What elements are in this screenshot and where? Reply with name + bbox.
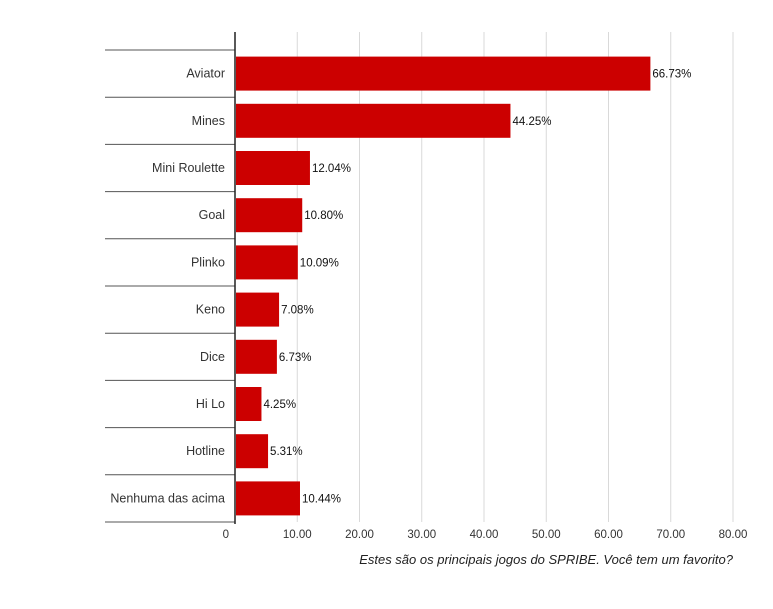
category-label: Hotline	[186, 444, 225, 458]
value-label: 10.80%	[304, 210, 343, 222]
x-tick-label: 0	[223, 529, 229, 541]
category-label: Plinko	[191, 255, 225, 269]
x-tick-label: 80.00	[719, 529, 748, 541]
category-labels: Aviator Mines Mini Roulette Goal Plinko Keno D…	[110, 67, 225, 506]
category-label: Dice	[200, 350, 225, 364]
category-label: Goal	[199, 208, 225, 222]
value-label: 4.25%	[263, 399, 296, 411]
bar	[236, 103, 511, 138]
category-label: Aviator	[186, 67, 225, 81]
x-tick-label: 50.00	[532, 529, 561, 541]
row-dividers	[105, 49, 235, 523]
category-label: Mini Roulette	[152, 161, 225, 175]
x-tick-label: 70.00	[656, 529, 685, 541]
value-label: 6.73%	[279, 352, 312, 364]
x-tick-labels: 0 10.00 20.00 30.00 40.00 50.00 60.00 70.00 80.0…	[223, 529, 748, 541]
value-label: 12.04%	[312, 163, 351, 175]
bar	[236, 292, 280, 327]
value-label: 66.73%	[652, 69, 691, 81]
value-label: 7.08%	[281, 305, 314, 317]
bar	[236, 481, 300, 516]
category-label: Nenhuma das acima	[110, 491, 225, 505]
value-label: 10.44%	[302, 493, 341, 505]
bar	[236, 434, 269, 469]
bars	[236, 56, 651, 516]
chart-caption: Estes são os principais jogos do SPRIBE.…	[359, 552, 734, 567]
x-tick-label: 60.00	[594, 529, 623, 541]
bar	[236, 56, 651, 91]
value-label: 5.31%	[270, 446, 303, 458]
bar	[236, 339, 277, 374]
value-label: 10.09%	[300, 257, 339, 269]
bar	[236, 387, 262, 421]
x-tick-label: 30.00	[407, 529, 436, 541]
x-tick-label: 20.00	[345, 529, 374, 541]
x-tick-label: 40.00	[470, 529, 499, 541]
value-label: 44.25%	[512, 116, 551, 128]
bar	[236, 198, 303, 233]
category-label: Mines	[192, 114, 225, 128]
category-label: Hi Lo	[196, 397, 225, 411]
x-tick-label: 10.00	[283, 529, 312, 541]
category-label: Keno	[196, 303, 225, 317]
bar	[236, 245, 298, 280]
value-labels: 66.73% 44.25% 12.04% 10.80% 10.09% 7.08% 6.73%…	[263, 69, 691, 506]
bar	[236, 151, 310, 185]
